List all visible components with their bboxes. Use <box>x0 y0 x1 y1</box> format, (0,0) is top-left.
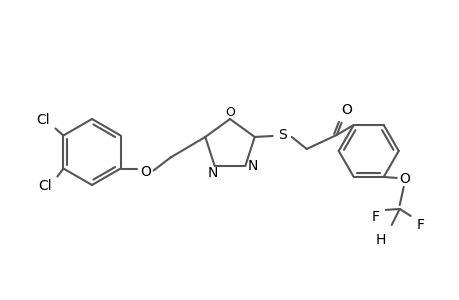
Text: S: S <box>278 128 286 142</box>
Text: Cl: Cl <box>37 112 50 127</box>
Text: H: H <box>375 233 385 247</box>
Text: N: N <box>247 159 258 173</box>
Text: O: O <box>398 172 409 186</box>
Text: Cl: Cl <box>39 179 52 194</box>
Text: F: F <box>416 218 424 232</box>
Text: O: O <box>341 103 352 117</box>
Text: F: F <box>371 210 379 224</box>
Text: O: O <box>140 164 151 178</box>
Text: O: O <box>224 106 235 118</box>
Text: N: N <box>207 166 218 180</box>
